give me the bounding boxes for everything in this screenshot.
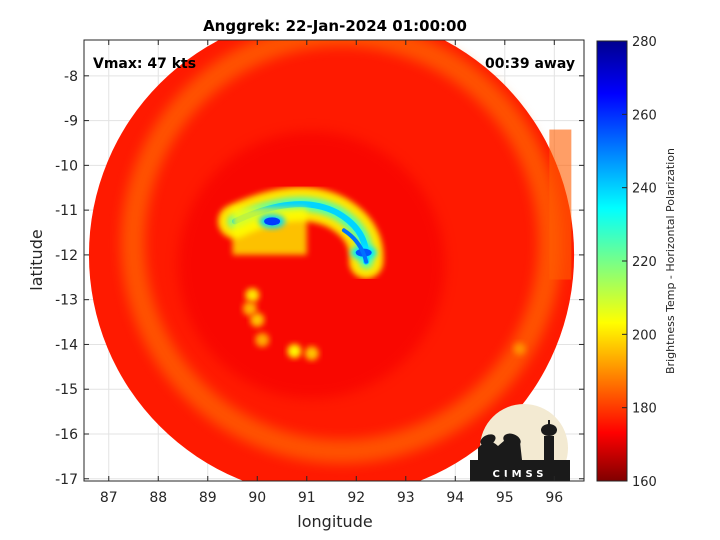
x-tick-label: 89 <box>199 490 217 506</box>
colorbar-label: Brightness Temp - Horizontal Polarizatio… <box>664 148 677 374</box>
x-tick-label: 93 <box>397 490 415 506</box>
colorbar-tick-label: 200 <box>632 328 657 343</box>
x-tick-label: 91 <box>298 490 316 506</box>
rainband-blob <box>287 344 302 359</box>
y-tick-label: -14 <box>55 337 78 353</box>
rainband-blob <box>304 346 319 361</box>
rainband-blob <box>513 342 526 355</box>
eyewall-red-streak <box>341 228 369 264</box>
colorbar-tick-label: 280 <box>632 35 657 50</box>
x-axis: 87 88 89 90 91 92 93 94 95 96 <box>100 40 563 506</box>
y-tick-label: -8 <box>64 69 78 85</box>
colorbar-tick-label: 160 <box>632 475 657 490</box>
x-tick-label: 90 <box>248 490 266 506</box>
rainband-blob <box>245 288 260 303</box>
offset-annotation: 00:39 away <box>485 56 575 72</box>
colorbar-tick-label: 240 <box>632 182 657 197</box>
cimss-logo-text: CIMSS <box>493 469 548 480</box>
y-tick-label: -11 <box>55 203 78 219</box>
x-tick-label: 95 <box>496 490 514 506</box>
y-axis-label: latitude <box>27 229 46 290</box>
cimss-logo: CIMSS <box>470 404 570 481</box>
x-axis-label: longitude <box>297 512 372 531</box>
y-tick-label: -9 <box>64 114 78 130</box>
colorbar-ticks: 160 180 200 220 240 260 280 <box>622 35 657 490</box>
colorbar-tick-label: 220 <box>632 255 657 270</box>
axes-frame <box>83 39 585 482</box>
x-tick-label: 87 <box>100 490 118 506</box>
colorbar-tick-label: 260 <box>632 108 657 123</box>
y-tick-label: -13 <box>55 293 78 309</box>
y-tick-label: -17 <box>55 472 78 488</box>
x-tick-label: 96 <box>545 490 563 506</box>
chart-title: Anggrek: 22-Jan-2024 01:00:00 <box>203 17 467 35</box>
rainband-blob <box>242 301 257 316</box>
rainband-blob <box>250 312 265 327</box>
colorbar-tick-label: 180 <box>632 402 657 417</box>
rainband-blob <box>255 332 270 347</box>
y-tick-label: -16 <box>55 427 78 443</box>
inner-dark-region <box>178 131 445 399</box>
y-tick-label: -15 <box>55 382 78 398</box>
hot-spot <box>264 217 281 226</box>
vmax-annotation: Vmax: 47 kts <box>93 56 196 72</box>
x-tick-label: 88 <box>149 490 167 506</box>
y-tick-label: -10 <box>55 158 78 174</box>
x-tick-label: 94 <box>446 490 464 506</box>
swath-image <box>89 40 575 481</box>
swath-edge-strip <box>549 129 572 280</box>
y-tick-label: -12 <box>55 248 78 264</box>
y-axis: -8 -9 -10 -11 -12 -13 -14 -15 -16 -17 <box>55 69 584 488</box>
x-tick-label: 92 <box>347 490 365 506</box>
